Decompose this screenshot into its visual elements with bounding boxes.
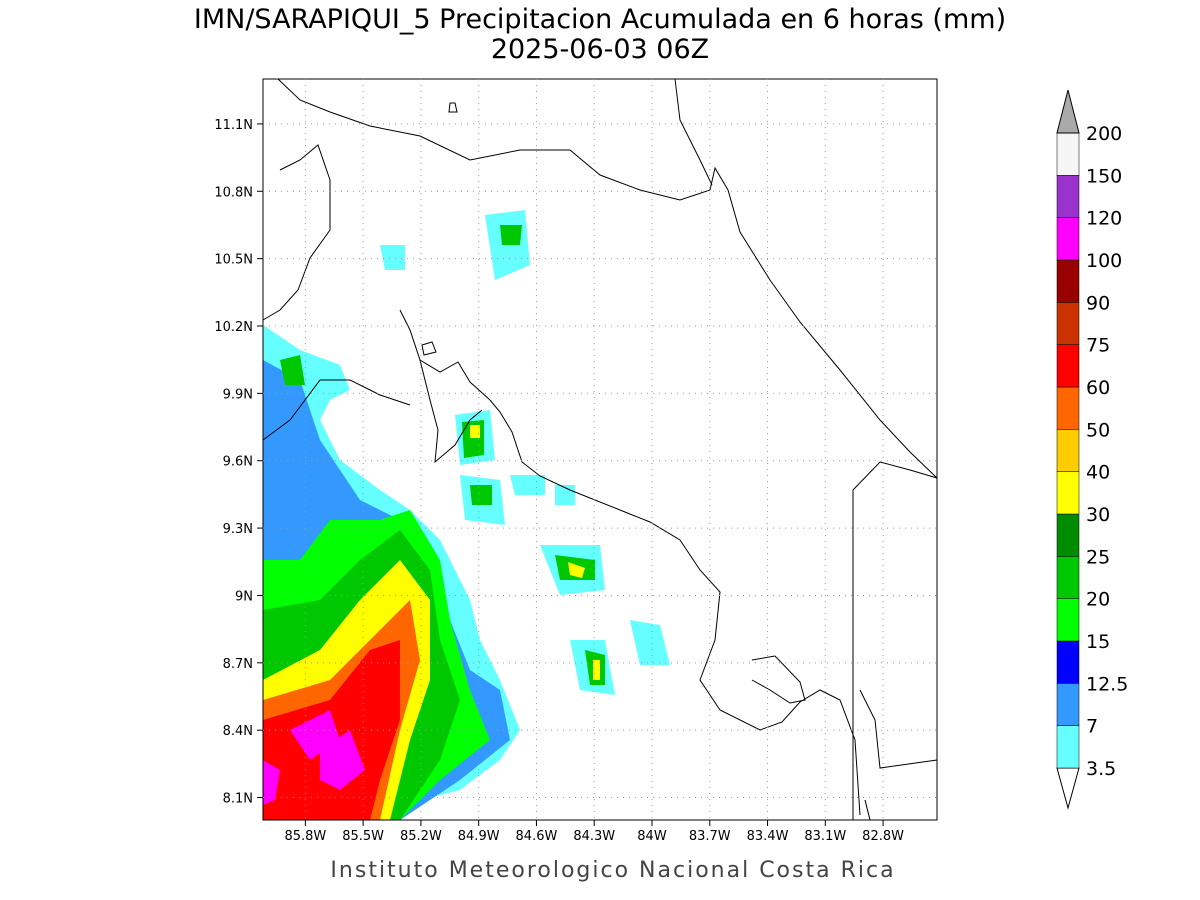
x-tick-label: 83.7W	[689, 829, 731, 844]
colorbar-label: 15	[1086, 631, 1110, 653]
x-tick-label: 84W	[637, 829, 667, 844]
x-tick-label: 84.6W	[516, 829, 558, 844]
y-tick-label: 11.1N	[214, 118, 253, 133]
x-tick-label: 84.9W	[458, 829, 500, 844]
colorbar-label: 150	[1086, 165, 1122, 187]
footer: Instituto Meteorologico Nacional Costa R…	[330, 858, 895, 883]
colorbar-label: 90	[1086, 292, 1110, 314]
y-tick-label: 10.8N	[214, 185, 253, 200]
colorbar-box	[1056, 556, 1080, 599]
colorbar-box	[1056, 344, 1080, 388]
colorbar-label: 12.5	[1086, 673, 1128, 695]
y-tick-label: 8.1N	[223, 792, 253, 807]
colorbar-label: 50	[1086, 419, 1110, 441]
y-tick-label: 9.6N	[223, 455, 253, 470]
colorbar-label: 40	[1086, 462, 1110, 484]
y-tick-label: 9.9N	[223, 387, 253, 402]
subtitle: 2025-06-03 06Z	[491, 34, 709, 65]
colorbar-box	[1056, 640, 1080, 684]
x-tick-label: 85.8W	[284, 829, 326, 844]
colorbar-label: 60	[1086, 377, 1110, 399]
y-tick-label: 9.3N	[223, 522, 253, 537]
colorbar-box	[1056, 175, 1080, 218]
x-tick-label: 82.8W	[862, 829, 904, 844]
colorbar-label: 200	[1086, 123, 1122, 145]
map-frame	[262, 78, 938, 821]
precipitation	[263, 210, 670, 820]
colorbar-label: 7	[1086, 716, 1098, 738]
colorbar-box	[1056, 259, 1080, 303]
colorbar-over	[1056, 89, 1080, 134]
colorbar-box	[1056, 217, 1080, 261]
colorbar-box	[1056, 513, 1080, 557]
title: IMN/SARAPIQUI_5 Precipitacion Acumulada …	[194, 4, 1006, 35]
colorbar-label: 75	[1086, 335, 1110, 357]
x-tick-label: 85.2W	[400, 829, 442, 844]
colorbar-label: 100	[1086, 250, 1122, 272]
x-tick-label: 84.3W	[573, 829, 615, 844]
colorbar-label: 30	[1086, 504, 1110, 526]
colorbar-under	[1056, 767, 1080, 810]
colorbar-box	[1056, 471, 1080, 515]
coastline	[262, 78, 938, 821]
y-tick-label: 10.2N	[214, 320, 253, 335]
colorbar-box	[1056, 683, 1080, 726]
colorbar-box	[1056, 429, 1080, 472]
colorbar-label: 20	[1086, 589, 1110, 611]
x-tick-label: 85.5W	[342, 829, 384, 844]
colorbar-box	[1056, 302, 1080, 345]
colorbar-label: 3.5	[1086, 758, 1116, 780]
y-tick-label: 8.4N	[223, 724, 253, 739]
x-tick-label: 83.4W	[747, 829, 789, 844]
colorbar-box	[1056, 598, 1080, 642]
y-tick-label: 8.7N	[223, 657, 253, 672]
colorbar-label: 25	[1086, 546, 1110, 568]
colorbar-box	[1056, 386, 1080, 430]
colorbar-label: 120	[1086, 208, 1122, 230]
y-tick-label: 9N	[235, 589, 253, 604]
colorbar-box	[1056, 132, 1080, 176]
colorbar-box	[1056, 725, 1080, 769]
x-tick-label: 83.1W	[804, 829, 846, 844]
y-tick-label: 10.5N	[214, 253, 253, 268]
